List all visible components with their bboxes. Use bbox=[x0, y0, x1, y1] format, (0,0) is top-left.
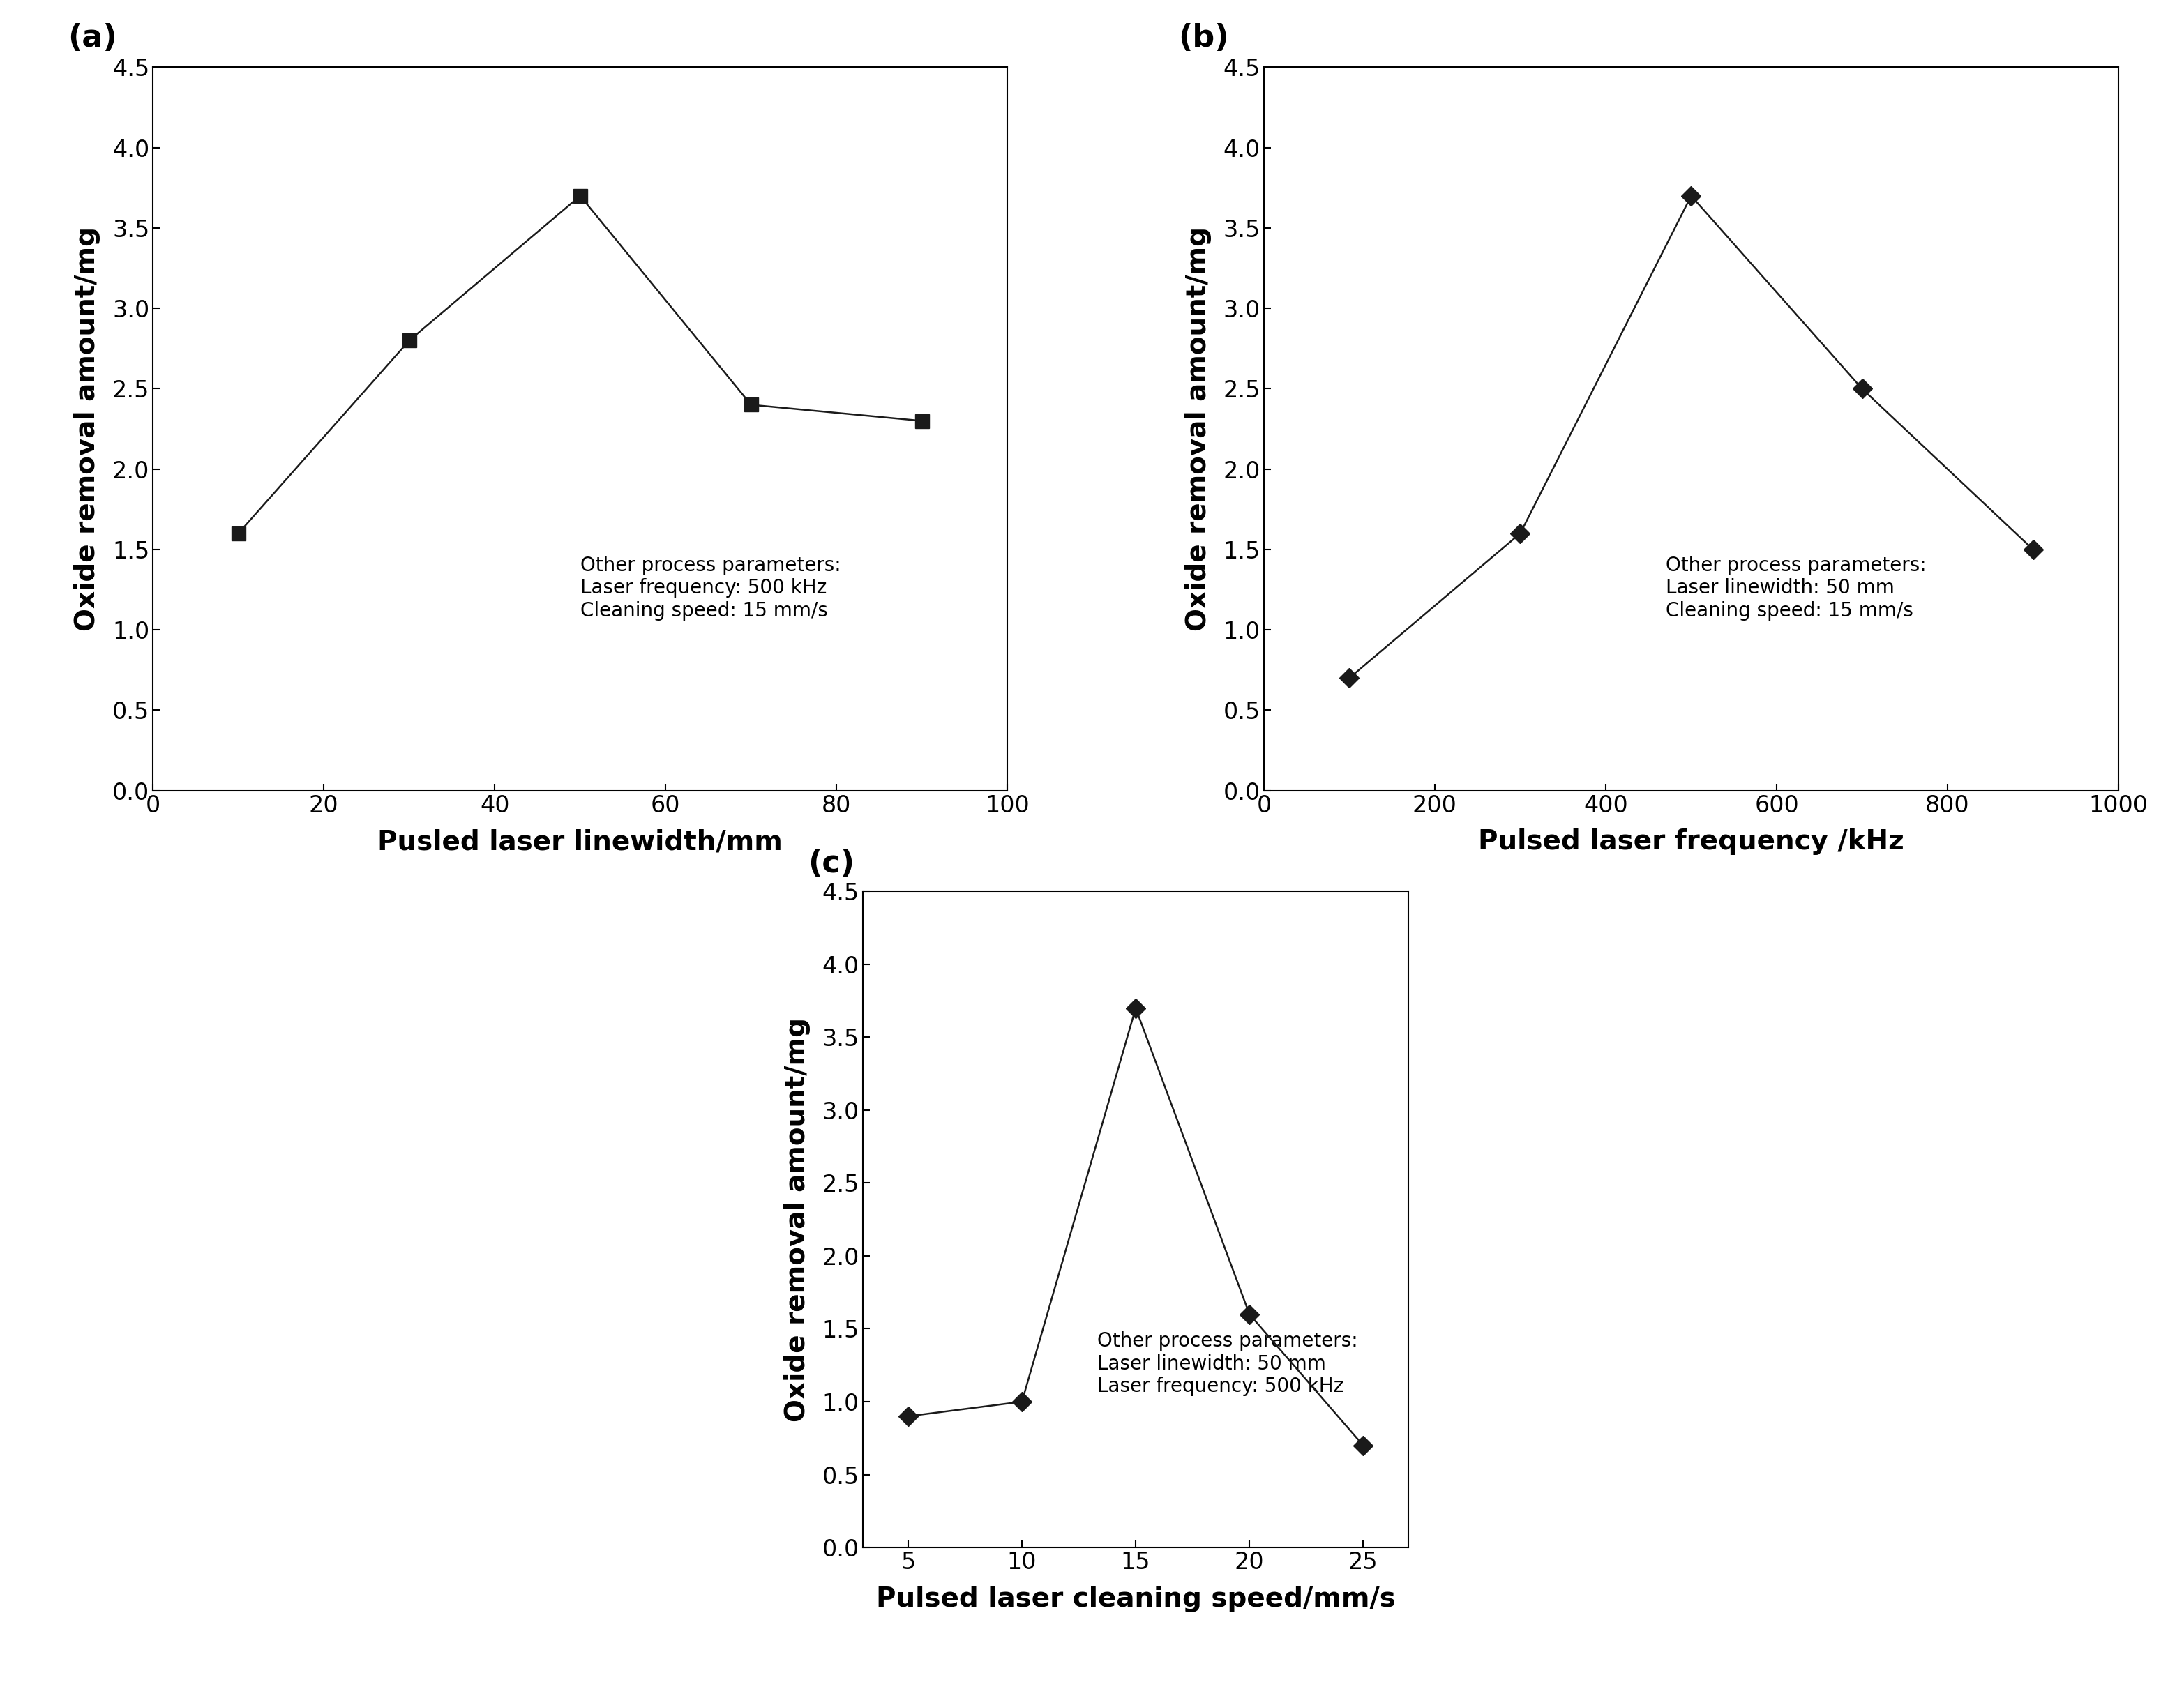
X-axis label: Pulsed laser cleaning speed/mm/s: Pulsed laser cleaning speed/mm/s bbox=[876, 1586, 1396, 1611]
X-axis label: Pusled laser linewidth/mm: Pusled laser linewidth/mm bbox=[378, 829, 782, 854]
X-axis label: Pulsed laser frequency /kHz: Pulsed laser frequency /kHz bbox=[1479, 829, 1904, 854]
Text: Other process parameters:
Laser frequency: 500 kHz
Cleaning speed: 15 mm/s: Other process parameters: Laser frequenc… bbox=[581, 555, 841, 621]
Y-axis label: Oxide removal amount/mg: Oxide removal amount/mg bbox=[74, 227, 100, 631]
Text: (c): (c) bbox=[808, 848, 854, 878]
Text: (a): (a) bbox=[68, 24, 116, 52]
Text: (b): (b) bbox=[1179, 24, 1230, 52]
Text: Other process parameters:
Laser linewidth: 50 mm
Cleaning speed: 15 mm/s: Other process parameters: Laser linewidt… bbox=[1666, 555, 1926, 621]
Y-axis label: Oxide removal amount/mg: Oxide removal amount/mg bbox=[784, 1018, 810, 1421]
Text: Other process parameters:
Laser linewidth: 50 mm
Laser frequency: 500 kHz: Other process parameters: Laser linewidt… bbox=[1096, 1332, 1358, 1396]
Y-axis label: Oxide removal amount/mg: Oxide removal amount/mg bbox=[1186, 227, 1212, 631]
